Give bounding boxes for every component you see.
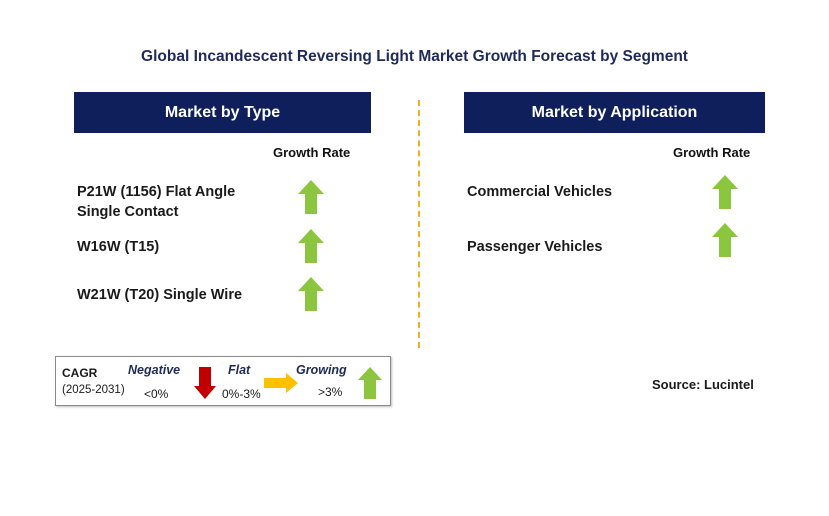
up-arrow-icon (712, 223, 738, 257)
up-arrow-icon (298, 180, 324, 214)
type-item-2: W16W (T15) (77, 237, 159, 257)
up-arrow-icon (298, 229, 324, 263)
cagr-legend: CAGR (2025-2031) Negative <0% Flat 0%-3%… (55, 356, 391, 406)
legend-period: (2025-2031) (62, 384, 125, 396)
application-item-2: Passenger Vehicles (467, 239, 603, 255)
page-title: Global Incandescent Reversing Light Mark… (141, 48, 688, 65)
application-growth-rate-label: Growth Rate (673, 145, 751, 160)
source-label: Source: Lucintel (652, 377, 754, 392)
application-item-1: Commercial Vehicles (467, 184, 613, 200)
type-growth-rate-label: Growth Rate (273, 145, 351, 160)
panel-divider (418, 100, 420, 348)
legend-growing-label: Growing (296, 363, 347, 377)
legend-cagr-label: CAGR (62, 366, 98, 380)
type-item-3-line1: W21W (T20) Single Wire (77, 287, 243, 303)
legend-negative-label: Negative (128, 363, 181, 377)
type-item-3: W21W (T20) Single Wire (77, 285, 242, 305)
legend-growing-range: >3% (318, 385, 343, 399)
right-arrow-icon (264, 373, 298, 393)
type-item-1-line2: Single Contact (77, 204, 179, 220)
up-arrow-icon (358, 367, 382, 399)
market-by-application-header: Market by Application (464, 92, 765, 133)
down-arrow-icon (194, 367, 216, 399)
type-item-1-line1: P21W (1156) Flat Angle (77, 184, 236, 200)
type-item-2-line1: W16W (T15) (77, 239, 160, 255)
type-item-1: P21W (1156) Flat Angle Single Contact (77, 182, 235, 222)
legend-flat-label: Flat (228, 363, 251, 377)
market-by-type-header: Market by Type (74, 92, 371, 133)
legend-flat-range: 0%-3% (222, 387, 261, 401)
up-arrow-icon (712, 175, 738, 209)
up-arrow-icon (298, 277, 324, 311)
legend-negative-range: <0% (144, 387, 169, 401)
